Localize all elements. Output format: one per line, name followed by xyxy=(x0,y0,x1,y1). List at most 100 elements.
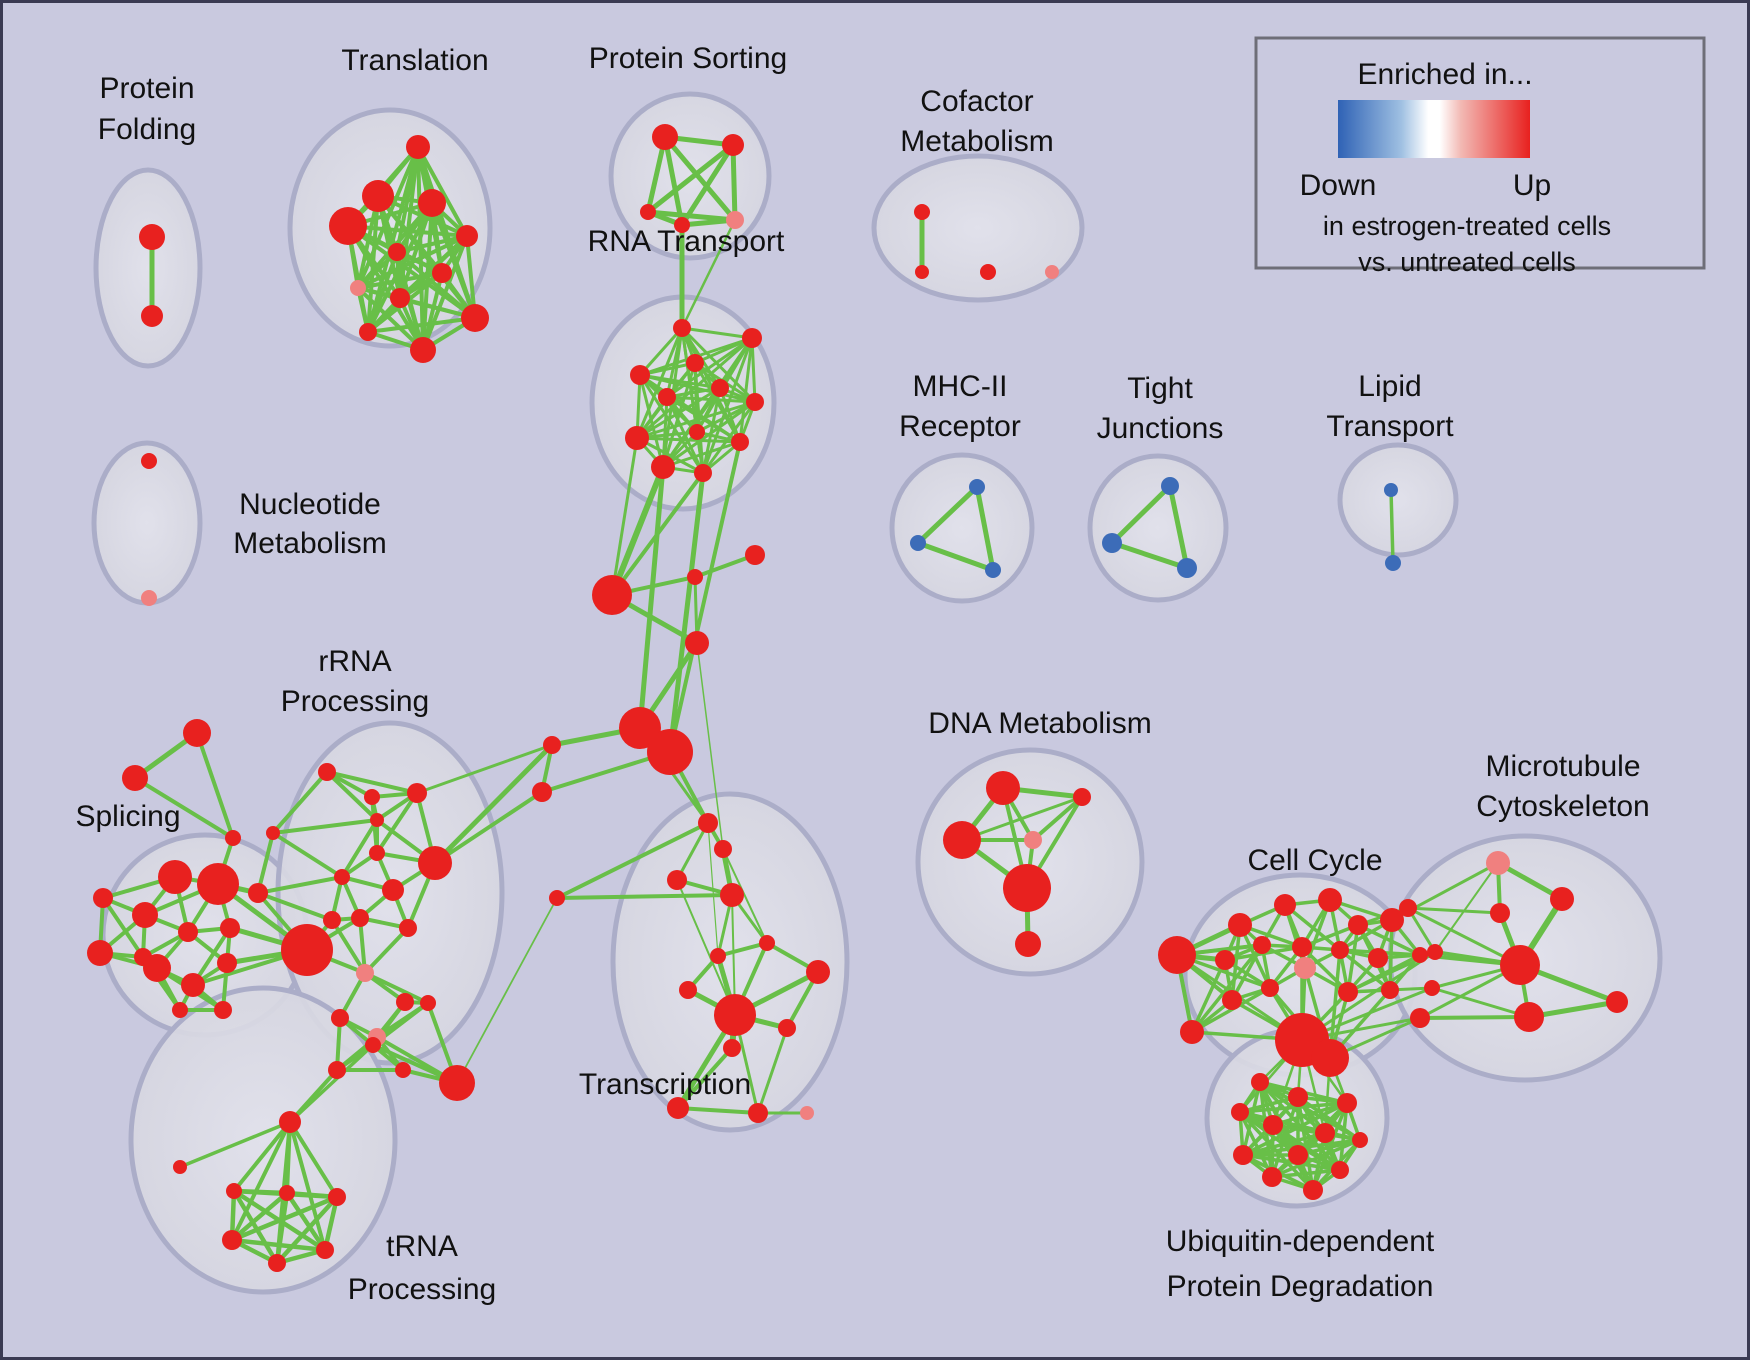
splicing-node-red xyxy=(214,1001,232,1019)
dna-metabolism-label: DNA Metabolism xyxy=(928,707,1151,740)
cell-cycle-edge xyxy=(1190,986,1272,1034)
lipid-transport-label: Lipid xyxy=(1358,370,1421,403)
rna-transport-label: RNA Transport xyxy=(588,225,785,258)
microtubule-cytoskeleton-edge xyxy=(1406,906,1522,967)
ubiquitin-degradation-node-red xyxy=(1288,1087,1308,1107)
translation-node-red xyxy=(432,263,452,283)
protein-sorting-edge xyxy=(662,134,738,223)
rrna-processing-node-red xyxy=(364,789,380,805)
cofactor-metabolism-node-pink xyxy=(1045,265,1059,279)
tight-junctions-edge xyxy=(1109,540,1190,571)
cell-cycle-node-red xyxy=(1274,894,1296,916)
protein-sorting-node-pink xyxy=(726,211,744,229)
protein-sorting-node-red xyxy=(674,217,690,233)
cell-cycle-node-red xyxy=(1292,937,1312,957)
cofactor-metabolism-node-red xyxy=(980,264,996,280)
cell-cycle-edge xyxy=(1300,923,1360,949)
central-hub-node-red xyxy=(687,569,703,585)
transcription-node-red xyxy=(667,870,687,890)
rrna-processing-edge xyxy=(363,926,410,975)
translation-edge xyxy=(366,316,477,334)
legend: Enriched in... Down Up in estrogen-treated … xyxy=(1254,36,1706,277)
lipid-transport-node-blue xyxy=(1384,483,1398,497)
rrna-processing-node-red xyxy=(334,869,350,885)
rna-transport-node-red xyxy=(742,328,762,348)
splicing-triangle-node-red xyxy=(225,830,241,846)
translation-node-red xyxy=(390,288,410,308)
lipid-transport-label: Transport xyxy=(1326,410,1454,443)
trna-processing-edge xyxy=(288,1120,327,1252)
rna-transport-edge xyxy=(635,326,684,440)
trna-processing-node-red xyxy=(226,1183,242,1199)
rna-transport-edge xyxy=(635,436,705,475)
rrna-processing-edge xyxy=(325,770,419,795)
protein-sorting-edge xyxy=(730,142,738,223)
trna-processing-label: tRNA xyxy=(386,1230,458,1263)
dna-metabolism-node-pink xyxy=(1024,831,1042,849)
rrna-processing-edge xyxy=(271,818,379,835)
trna-processing-ellipse xyxy=(128,985,398,1295)
cell-cycle-edge xyxy=(1303,898,1332,970)
transcription-node-red xyxy=(549,890,565,906)
rrna-processing-edge xyxy=(256,831,275,895)
mhc-ii-receptor-edge xyxy=(915,540,996,573)
transcription-edge xyxy=(716,941,769,958)
trna-processing-node-red xyxy=(222,1230,242,1250)
rrna-processing-edge xyxy=(271,831,344,879)
cell-cycle-node-red xyxy=(1318,888,1342,912)
inter-cluster-edge xyxy=(680,218,737,330)
microtubule-cytoskeleton-node-red xyxy=(1550,887,1574,911)
splicing-node-red xyxy=(93,888,113,908)
transcription-node-red xyxy=(714,994,756,1036)
translation-edge xyxy=(395,250,477,320)
protein-folding-node-red xyxy=(141,305,163,327)
transcription-node-red xyxy=(714,840,732,858)
rrna-processing-node-red xyxy=(439,1065,475,1101)
splicing-node-red xyxy=(217,953,237,973)
cell-cycle-node-pink xyxy=(1294,957,1316,979)
transcription-edge xyxy=(722,848,768,944)
protein-sorting-node-red xyxy=(722,134,744,156)
tight-junctions-label: Junctions xyxy=(1097,412,1224,445)
microtubule-cytoskeleton-edge xyxy=(1406,906,1502,915)
transcription-node-red xyxy=(667,1097,689,1119)
inter-cluster-edge xyxy=(667,470,706,755)
trna-processing-edge xyxy=(178,1120,292,1169)
rrna-processing-node-red xyxy=(407,783,427,803)
protein-folding-label: Folding xyxy=(98,113,196,146)
splicing-triangle-node-red xyxy=(122,765,148,791)
translation-node-red xyxy=(461,304,489,332)
transcription-node-red xyxy=(806,960,830,984)
microtubule-cytoskeleton-edge xyxy=(1418,1015,1531,1020)
rna-transport-edge xyxy=(635,400,757,440)
rrna-processing-node-red xyxy=(323,911,341,929)
ubiquitin-degradation-edge xyxy=(1238,1101,1349,1114)
trna-processing-node-red xyxy=(173,1160,187,1174)
lipid-transport-edge xyxy=(1389,488,1395,565)
inter-cluster-edge xyxy=(288,1043,375,1124)
cell-cycle-edge xyxy=(1300,945,1350,994)
translation-node-red xyxy=(456,225,478,247)
transcription-node-red xyxy=(679,981,697,999)
cell-cycle-node-red xyxy=(1381,981,1399,999)
transcription-node-red xyxy=(698,813,718,833)
central-hub-node-red xyxy=(647,729,693,775)
trna-processing-edge xyxy=(322,1194,340,1253)
ubiquitin-degradation-node-red xyxy=(1251,1073,1269,1091)
cell-cycle-node-red xyxy=(1228,913,1252,937)
central-hub-node-red xyxy=(532,782,552,802)
tight-junctions-node-blue xyxy=(1177,558,1197,578)
inter-cluster-edge xyxy=(707,822,719,957)
microtubule-cytoskeleton-node-red xyxy=(1500,945,1540,985)
cell-cycle-edge xyxy=(1230,943,1264,1002)
protein-sorting-node-red xyxy=(652,124,678,150)
ubiquitin-degradation-edge xyxy=(1270,1168,1342,1179)
dna-metabolism-node-red xyxy=(1073,788,1091,806)
protein-sorting-node-red xyxy=(640,204,656,220)
dna-metabolism-node-red xyxy=(943,821,981,859)
transcription-edge xyxy=(555,821,710,900)
inter-cluster-edge xyxy=(432,742,555,866)
rrna-processing-node-red xyxy=(369,845,385,861)
rrna-processing-node-red xyxy=(370,813,384,827)
translation-edge xyxy=(356,286,425,352)
